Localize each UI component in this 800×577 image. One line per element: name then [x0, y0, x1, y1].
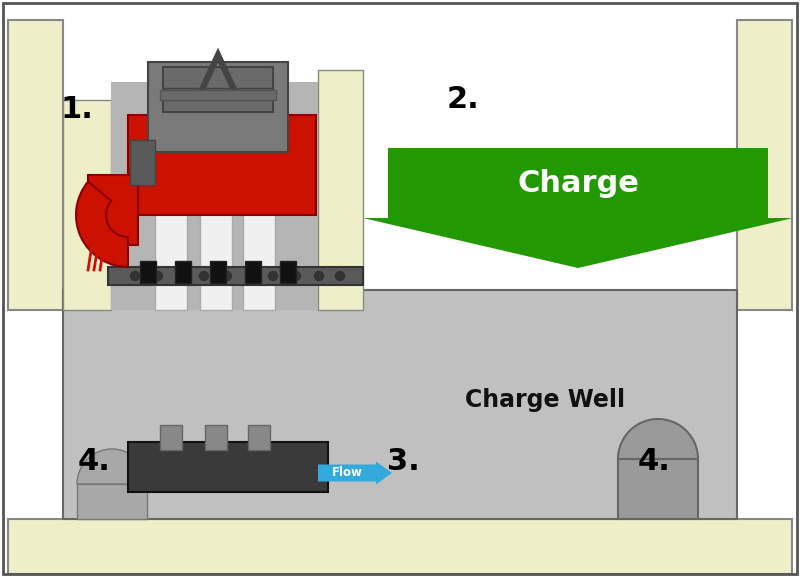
Text: 4.: 4.	[78, 448, 111, 477]
Circle shape	[199, 272, 209, 280]
Circle shape	[130, 272, 139, 280]
Bar	[160, 90, 276, 100]
Circle shape	[177, 272, 186, 280]
Bar	[163, 67, 273, 112]
Bar	[243, 82, 275, 310]
Bar	[210, 261, 226, 283]
Bar	[77, 484, 147, 519]
Bar	[130, 140, 155, 185]
Bar	[63, 290, 737, 519]
Text: Flow: Flow	[331, 466, 362, 479]
Bar	[88, 175, 138, 245]
Bar	[280, 261, 296, 283]
Bar	[63, 100, 111, 310]
Bar	[248, 425, 270, 450]
Bar	[388, 148, 768, 218]
Wedge shape	[76, 182, 128, 267]
Bar	[737, 20, 792, 310]
Bar	[148, 62, 288, 152]
Polygon shape	[363, 218, 793, 268]
Bar	[8, 20, 63, 310]
Bar	[318, 70, 363, 310]
Circle shape	[269, 272, 278, 280]
Text: 2.: 2.	[447, 85, 480, 114]
Bar	[175, 261, 191, 283]
Circle shape	[314, 272, 323, 280]
Bar	[128, 115, 316, 215]
Bar	[155, 82, 187, 310]
Bar	[160, 425, 182, 450]
Circle shape	[335, 272, 345, 280]
Bar	[205, 425, 227, 450]
Bar	[128, 442, 328, 492]
Bar	[8, 519, 792, 574]
Circle shape	[246, 272, 254, 280]
Circle shape	[222, 272, 231, 280]
Bar	[108, 267, 363, 285]
Text: Charge Well: Charge Well	[465, 388, 625, 412]
Circle shape	[291, 272, 301, 280]
Bar	[245, 261, 261, 283]
FancyArrow shape	[318, 462, 392, 485]
Circle shape	[154, 272, 162, 280]
Bar	[200, 82, 232, 310]
Bar	[140, 261, 156, 283]
Text: 3.: 3.	[387, 448, 420, 477]
Wedge shape	[618, 419, 698, 459]
Bar	[111, 82, 318, 310]
Text: Charge: Charge	[517, 168, 639, 197]
Wedge shape	[77, 449, 147, 484]
Text: 1.: 1.	[60, 96, 93, 125]
Bar	[618, 459, 698, 519]
Bar	[163, 88, 273, 100]
Text: 4.: 4.	[638, 448, 671, 477]
